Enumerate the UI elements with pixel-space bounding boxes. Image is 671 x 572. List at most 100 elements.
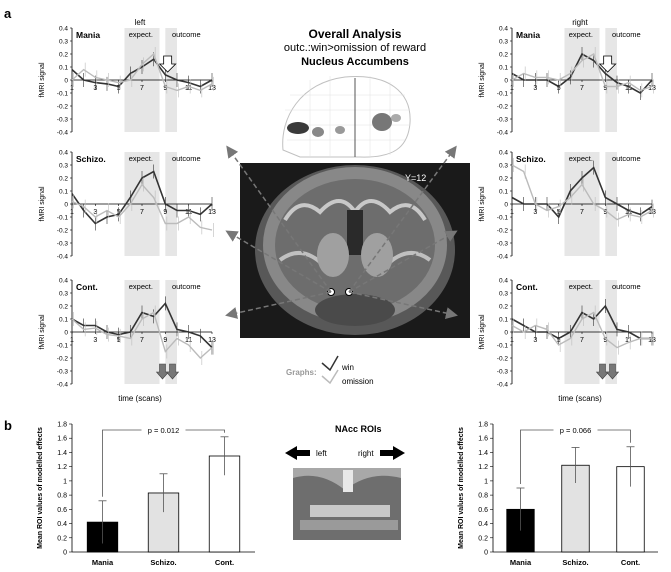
bar-chart-right: 0 0.2 0.4 0.6 0.8 1 1.2 1.4 1.6 1.8 Mean ROI value…	[458, 422, 658, 567]
series-line-omission	[71, 183, 213, 231]
x-tick-label: 13	[208, 337, 216, 344]
x-tick-label: 11	[625, 337, 632, 344]
group-label: Schizo.	[516, 154, 546, 164]
x-tick-label: 1	[510, 85, 514, 92]
group-label: Cont.	[76, 282, 98, 292]
y-tick-label: 0.2	[59, 52, 68, 59]
expect-label: expect.	[569, 30, 593, 39]
y-tick-label: 0.4	[59, 26, 68, 33]
panel-b-label: b	[4, 418, 12, 433]
connector-arrows	[225, 145, 458, 319]
roi-title: NAcc ROIs	[335, 424, 382, 434]
right-side-label: right	[572, 18, 588, 27]
y-tick-label: 0.4	[59, 150, 68, 157]
x-tick-label: 7	[140, 209, 144, 216]
x-tick-label: 3	[533, 337, 537, 344]
expect-label: expect.	[569, 282, 593, 291]
down-arrow-icon	[605, 363, 620, 380]
y-tick-label: 0	[63, 550, 67, 557]
y-tick-label: -0.3	[497, 241, 509, 248]
x-tick-label: 11	[185, 337, 192, 344]
y-tick-label: -0.2	[57, 356, 69, 363]
roi-right-label: right	[358, 449, 374, 458]
roi-slice-image	[293, 468, 401, 540]
series-line-omission	[511, 52, 653, 92]
x-tick-label: 7	[140, 85, 144, 92]
y-tick-label: 0.3	[499, 291, 508, 298]
left-arrow-icon	[285, 446, 310, 460]
y-tick-label: 0.3	[59, 163, 68, 170]
glass-brain-image	[282, 75, 411, 158]
expect-label: expect.	[129, 30, 153, 39]
legend-omission-swatch	[321, 369, 339, 385]
category-label: Cont.	[621, 558, 640, 567]
panel-a-label: a	[4, 6, 12, 21]
y-tick-label: 0.8	[478, 493, 488, 500]
series-line-win	[71, 58, 213, 88]
series-line-omission	[71, 311, 213, 359]
y-tick-label: 0.4	[499, 150, 508, 157]
y-axis-title: fMRI signal	[479, 186, 486, 221]
y-axis-title: Mean ROI values of modelled effects	[37, 427, 44, 549]
legend-win-swatch	[321, 355, 339, 372]
group-label: Cont.	[516, 282, 538, 292]
series-line-win	[71, 301, 213, 349]
y-axis-title: fMRI signal	[39, 314, 46, 349]
y-tick-label: -0.2	[497, 228, 509, 235]
y-axis-title: fMRI signal	[39, 186, 46, 221]
x-tick-label: 9	[163, 85, 167, 92]
roi-left-label: left	[316, 449, 327, 458]
expect-label: expect.	[129, 282, 153, 291]
y-tick-label: 0	[64, 330, 68, 337]
y-tick-label: 0.4	[59, 278, 68, 285]
x-tick-label: 7	[140, 337, 144, 344]
x-tick-label: 3	[93, 209, 97, 216]
y-tick-label: -0.3	[57, 117, 69, 124]
y-tick-label: 1.4	[478, 450, 488, 457]
x-tick-label: 13	[208, 209, 216, 216]
y-tick-label: 0.1	[499, 317, 508, 324]
down-arrow-icon	[165, 363, 180, 380]
significance-label: p = 0.066	[560, 426, 592, 435]
significance-label: p = 0.012	[148, 426, 180, 435]
coronal-slice-image	[240, 163, 470, 338]
y-tick-label: -0.2	[57, 228, 69, 235]
y-tick-label: 1	[63, 478, 67, 485]
outcome-label: outcome	[612, 30, 641, 39]
significance-label-bg	[553, 424, 598, 435]
y-tick-label: 0.6	[478, 507, 488, 514]
y-tick-label: 0.1	[499, 189, 508, 196]
y-tick-label: 1.6	[57, 436, 67, 443]
x-tick-label: 9	[603, 209, 607, 216]
y-tick-label: 0.3	[59, 39, 68, 46]
bar-chart-left: 0 0.2 0.4 0.6 0.8 1 1.2 1.4 1.6 1.8 Mean ROI value…	[37, 422, 255, 567]
y-tick-label: 0.4	[478, 521, 488, 528]
x-tick-label: 13	[208, 85, 216, 92]
time-axis-title-right: time (scans)	[558, 394, 602, 403]
series-line-win	[511, 52, 653, 95]
y-tick-label: -0.4	[497, 382, 509, 389]
overall-title: Overall Analysis	[309, 27, 402, 41]
y-tick-label: 1.4	[57, 450, 67, 457]
y-tick-label: -0.1	[497, 343, 509, 350]
outcome-label: outcome	[172, 282, 201, 291]
x-tick-label: 9	[163, 209, 167, 216]
y-tick-label: -0.2	[497, 104, 509, 111]
slice-label: Y=12	[405, 173, 426, 183]
series-line-omission	[511, 311, 652, 349]
y-tick-label: 0.2	[59, 304, 68, 311]
y-tick-label: 0.1	[59, 65, 68, 72]
line-chart-cont-right: expect. outcome Cont. 0.4 0.3 0.2 0.1 0 -0.1 -0.2…	[479, 278, 656, 389]
group-label: Mania	[516, 30, 540, 40]
line-chart-mania-left: expect. outcome Mania 0.4 0.3 0.2 0.1 0 -0.1 -0.2…	[39, 26, 216, 137]
y-tick-label: -0.4	[497, 130, 509, 137]
y-axis-title: fMRI signal	[479, 62, 486, 97]
right-arrow-icon	[380, 446, 405, 460]
y-tick-label: -0.3	[497, 117, 509, 124]
down-arrow-icon	[158, 55, 177, 73]
y-tick-label: -0.1	[57, 215, 69, 222]
series-line-win	[511, 304, 652, 340]
down-arrow-icon	[155, 363, 170, 380]
y-tick-label: 1	[484, 478, 488, 485]
x-tick-label: 1	[510, 337, 514, 344]
